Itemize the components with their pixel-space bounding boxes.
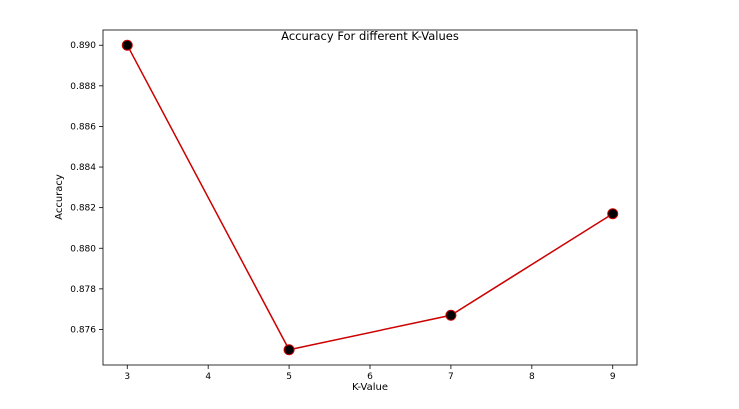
data-point: [283, 344, 295, 356]
x-tick-label: 5: [286, 372, 292, 382]
data-point: [445, 309, 457, 321]
x-tick-label: 3: [124, 372, 130, 382]
y-tick-label: 0.884: [70, 163, 96, 173]
series-group: [121, 39, 619, 356]
y-tick-label: 0.878: [70, 285, 96, 295]
x-tick-label: 9: [610, 372, 616, 382]
y-tick-label: 0.888: [70, 82, 96, 92]
x-axis-ticks: 3 4 5 6 7 8 9: [124, 365, 616, 382]
x-tick-label: 8: [529, 372, 535, 382]
chart-title: Accuracy For different K-Values: [281, 29, 459, 43]
y-tick-label: 0.890: [70, 41, 96, 51]
y-tick-label: 0.886: [70, 122, 96, 132]
y-tick-label: 0.882: [70, 204, 96, 214]
x-tick-label: 7: [448, 372, 454, 382]
y-axis-label: Accuracy: [54, 174, 65, 220]
data-point: [607, 208, 619, 220]
x-tick-label: 6: [367, 372, 373, 382]
y-tick-label: 0.876: [70, 325, 96, 335]
x-axis-label: K-Value: [352, 382, 388, 393]
x-tick-label: 4: [205, 372, 211, 382]
series-line: [126, 44, 614, 351]
y-axis-ticks: 0.876 0.878 0.880 0.882 0.884 0.886 0.888 0.890: [70, 41, 103, 335]
y-tick-label: 0.880: [70, 244, 96, 254]
data-point: [121, 39, 133, 51]
